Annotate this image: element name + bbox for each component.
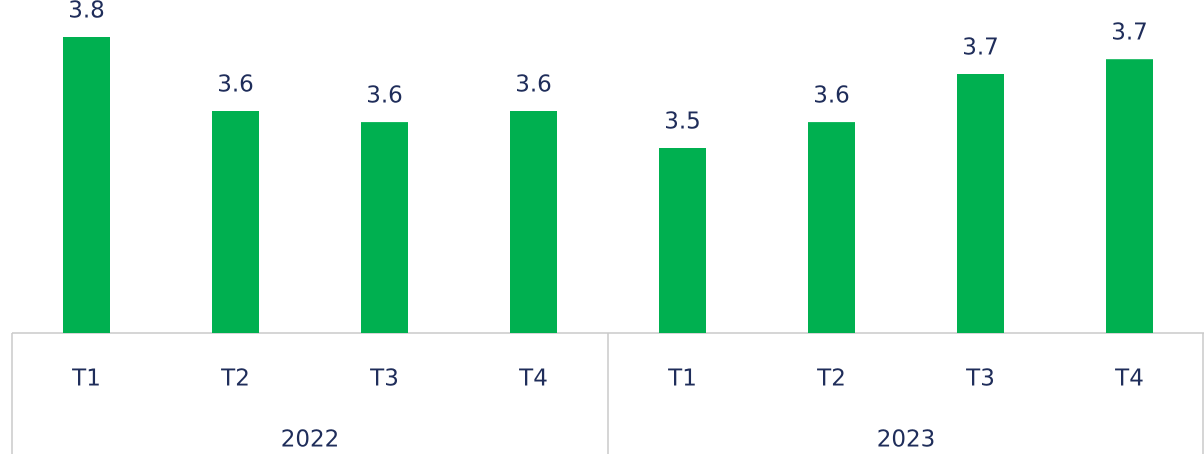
bar (1106, 59, 1153, 333)
bar (808, 122, 855, 333)
value-label: 3.5 (664, 109, 701, 135)
x-tick-label: T1 (667, 366, 697, 392)
x-tick-label: T2 (220, 366, 250, 392)
x-tick-label: T4 (1114, 366, 1144, 392)
bar (659, 148, 706, 333)
bar (957, 74, 1004, 333)
bar (510, 111, 557, 333)
value-label: 3.8 (68, 0, 105, 24)
bar (63, 37, 110, 333)
value-label: 3.7 (962, 35, 999, 61)
x-tick-label: T3 (369, 366, 399, 392)
value-label: 3.6 (813, 83, 850, 109)
value-label: 3.7 (1111, 20, 1148, 46)
value-label: 3.6 (366, 83, 403, 109)
x-tick-label: T4 (518, 366, 548, 392)
x-tick-label: T3 (965, 366, 995, 392)
x-tick-label: T1 (71, 366, 101, 392)
bar (212, 111, 259, 333)
group-label: 2023 (877, 427, 936, 453)
value-label: 3.6 (515, 72, 552, 98)
group-label: 2022 (281, 427, 340, 453)
bar (361, 122, 408, 333)
value-label: 3.6 (217, 72, 254, 98)
x-tick-label: T2 (816, 366, 846, 392)
